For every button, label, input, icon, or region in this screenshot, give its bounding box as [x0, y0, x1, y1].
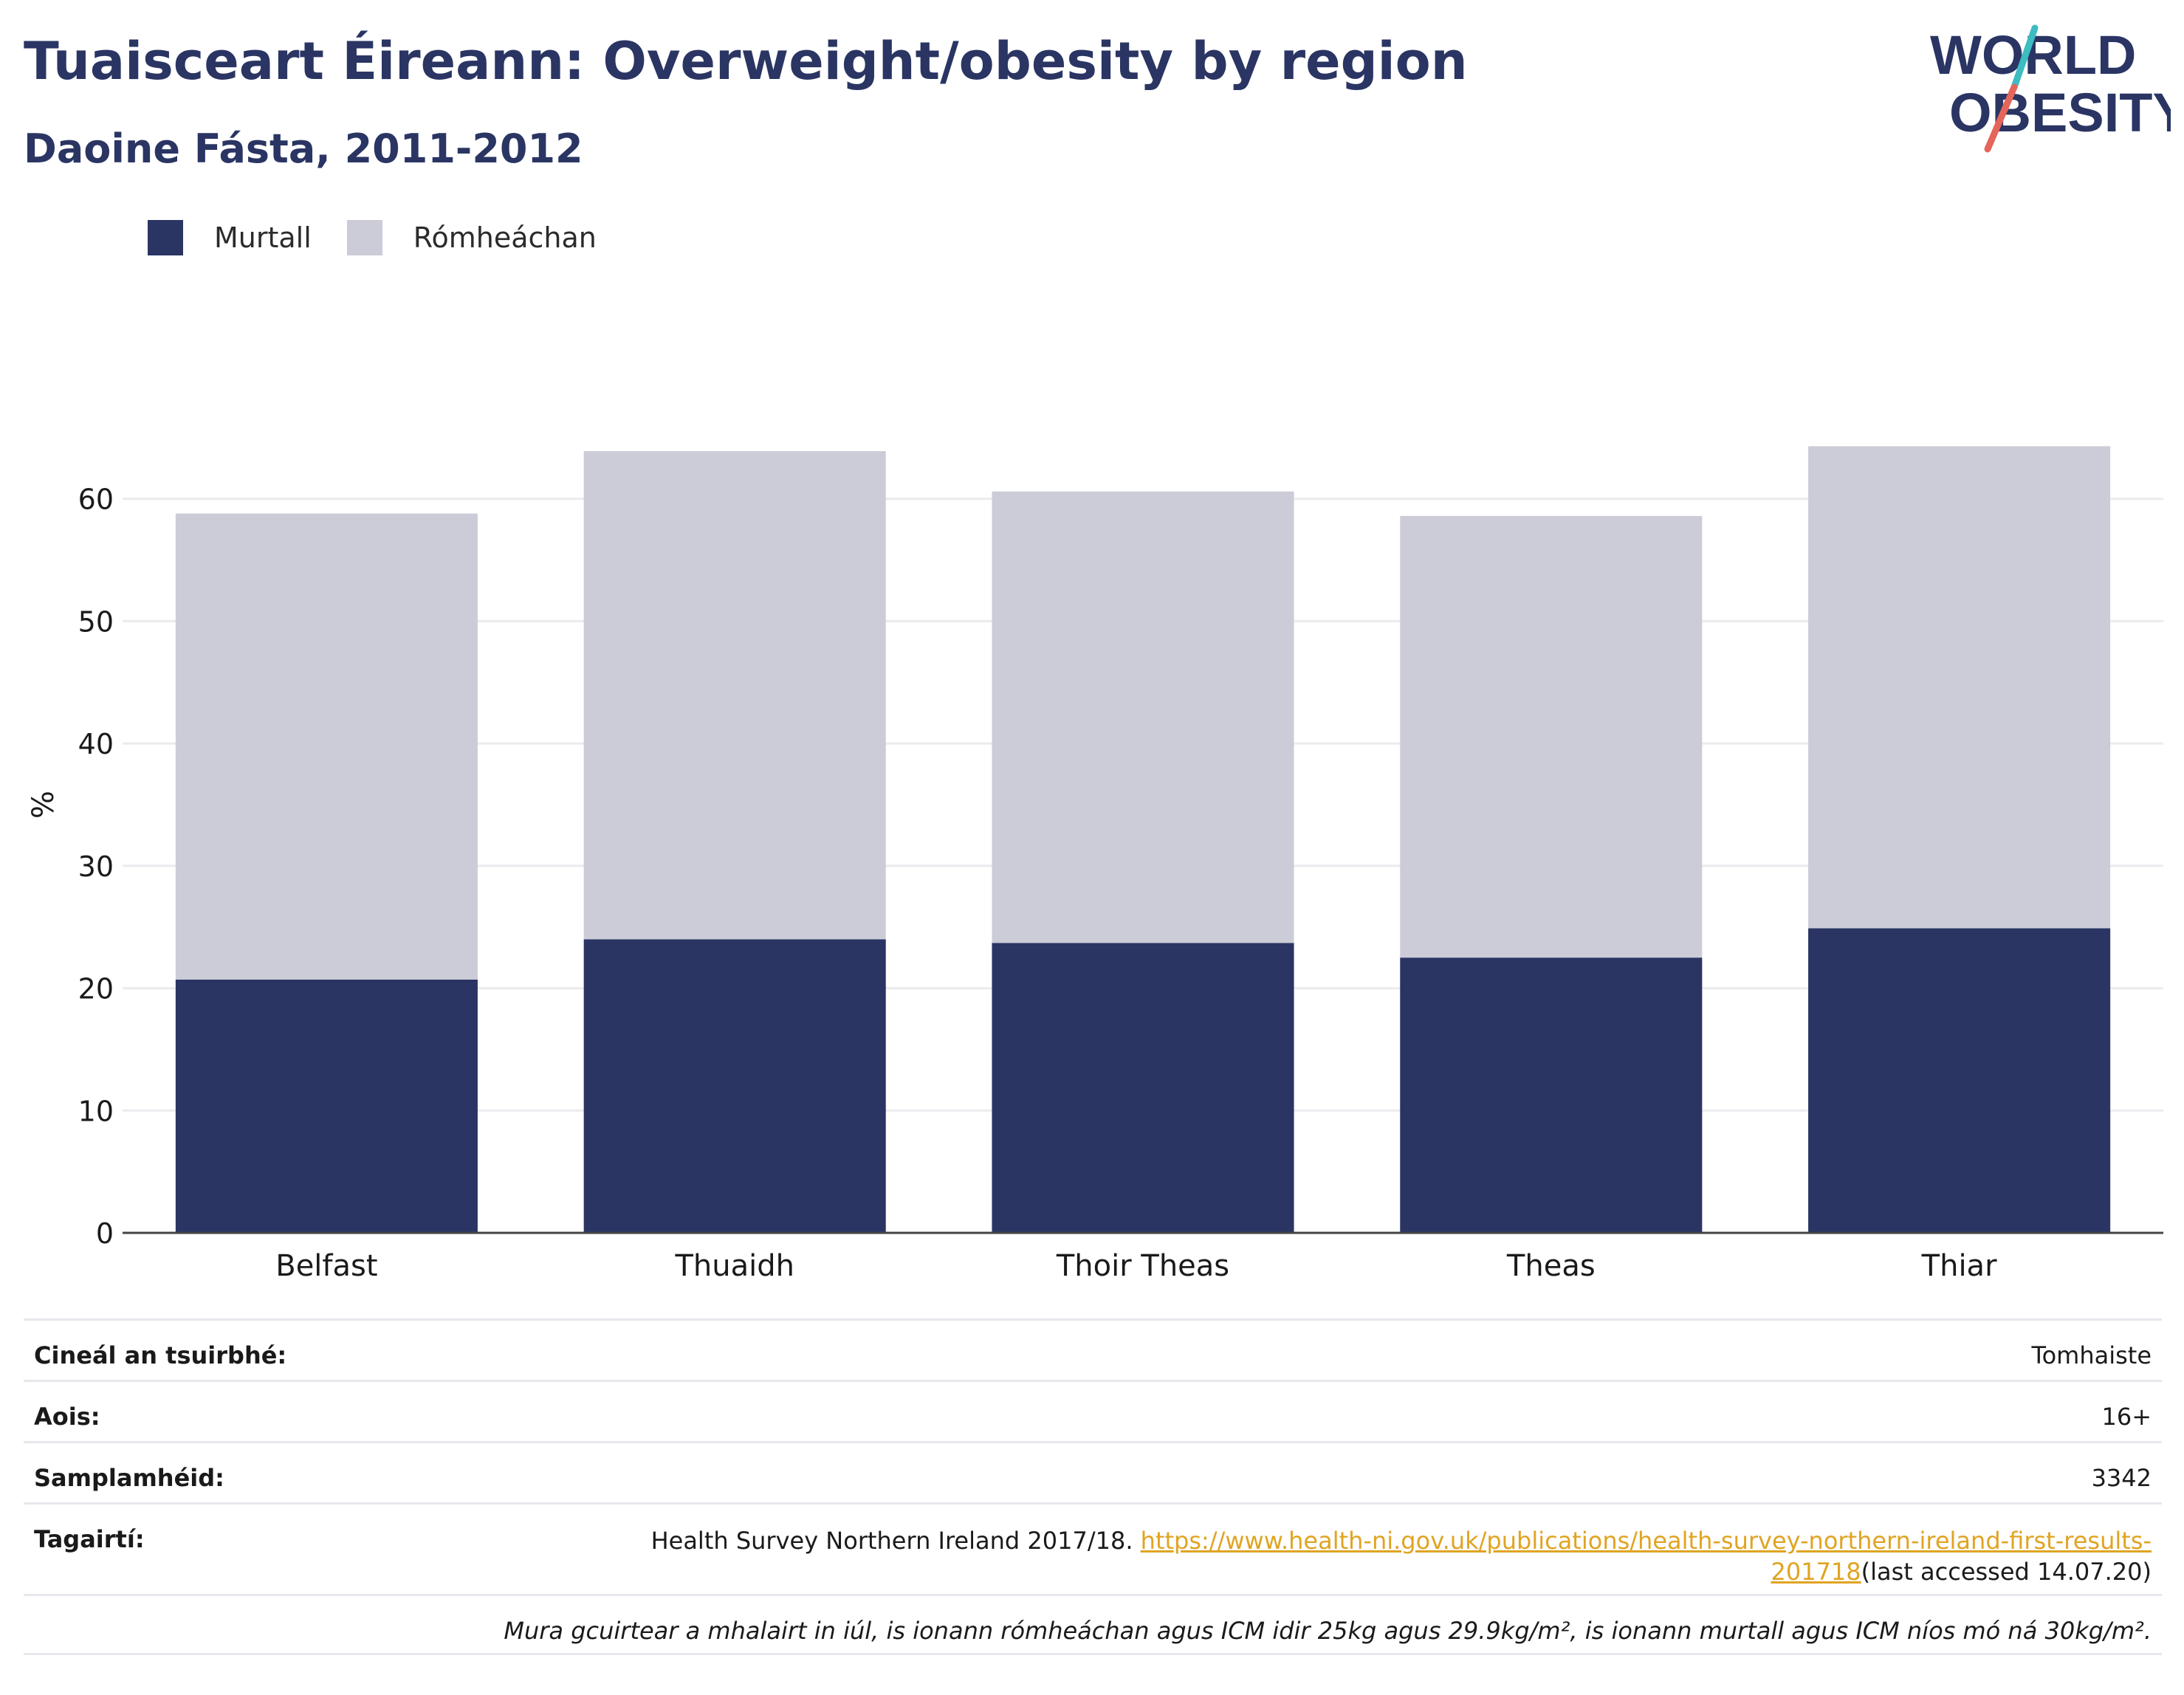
age-label: Aois: [34, 1403, 100, 1431]
logo-slash-coral [1984, 83, 2018, 153]
x-tick-label: Thiar [1921, 1249, 1997, 1277]
x-tick-label: Belfast [275, 1249, 377, 1277]
x-tick-label: Thoir Theas [1056, 1249, 1229, 1277]
bar-overweight-5 [1808, 446, 2111, 929]
chart-title: Tuaisceart Éireann: Overweight/obesity b… [24, 31, 1468, 92]
references-text: Health Survey Northern Ireland 2017/18. [650, 1527, 1141, 1555]
world-obesity-logo: WORLD OBESITY [1930, 24, 2171, 153]
chart-subtitle: Daoine Fásta, 2011-2012 [24, 126, 583, 172]
y-axis-label: % [27, 791, 61, 819]
bar-overweight-1 [175, 513, 478, 980]
definition-note: Mura gcuirtear a mhalairt in iúl, is ion… [504, 1617, 2152, 1645]
references-line-1: Health Survey Northern Ireland 2017/18. … [651, 1525, 2152, 1556]
legend-label-overweight: Rómheáchan [413, 221, 597, 254]
legend-label-obese: Murtall [214, 221, 312, 254]
y-tick-label: 40 [78, 728, 114, 760]
x-tick-label: Theas [1506, 1249, 1596, 1277]
bar-obese-5 [1808, 928, 2111, 1233]
references-accessed: (last accessed 14.07.20) [1861, 1558, 2152, 1586]
references-label: Tagairtí: [34, 1525, 145, 1553]
meta-row-age: Aois: 16+ [24, 1380, 2162, 1441]
legend-swatch-obese [148, 220, 183, 255]
meta-row-survey-type: Cineál an tsuirbhé: Tomhaiste [24, 1318, 2162, 1380]
references-link[interactable]: https://www.health-ni.gov.uk/publication… [1140, 1527, 2152, 1555]
bar-obese-4 [1400, 957, 1703, 1233]
y-tick-label: 30 [78, 850, 114, 883]
bar-overweight-3 [992, 491, 1294, 943]
bar-overweight-4 [1400, 515, 1703, 958]
x-tick-label: Thuaidh [674, 1249, 794, 1277]
meta-row-references: Tagairtí: Health Survey Northern Ireland… [24, 1502, 2162, 1594]
y-tick-label: 0 [96, 1217, 114, 1250]
bar-overweight-2 [583, 451, 886, 940]
y-tick-label: 60 [78, 484, 114, 516]
survey-metadata-table: Cineál an tsuirbhé: Tomhaiste Aois: 16+ … [24, 1318, 2162, 1655]
axes: 0 10 20 30 40 50 60 Belfast Thuaidh Thoir Theas Th… [78, 484, 2163, 1277]
survey-type-label: Cineál an tsuirbhé: [34, 1341, 287, 1369]
bars [175, 446, 2111, 1233]
sample-size-label: Samplamhéid: [34, 1464, 224, 1492]
references-link-continued[interactable]: 201718 [1771, 1558, 1861, 1586]
bar-chart: 0 10 20 30 40 50 60 Belfast Thuaidh Thoir Theas Th… [27, 446, 2163, 1277]
bar-obese-1 [175, 979, 478, 1233]
y-tick-label: 20 [78, 973, 114, 1005]
legend-item-obese: Murtall [148, 220, 312, 255]
bar-obese-3 [992, 943, 1294, 1233]
logo-word-obesity: OBESITY [1949, 82, 2171, 143]
sample-size-value: 3342 [2091, 1464, 2152, 1492]
chart-legend: Murtall Rómheáchan [148, 220, 632, 255]
survey-type-value: Tomhaiste [2031, 1341, 2152, 1369]
age-value: 16+ [2101, 1403, 2152, 1431]
logo-slash-teal [2010, 24, 2039, 91]
legend-swatch-overweight [346, 220, 382, 255]
y-tick-label: 50 [78, 605, 114, 638]
references-value: Health Survey Northern Ireland 2017/18. … [651, 1525, 2152, 1587]
bar-obese-2 [583, 939, 886, 1233]
meta-row-sample-size: Samplamhéid: 3342 [24, 1441, 2162, 1502]
legend-item-overweight: Rómheáchan [346, 220, 597, 255]
meta-row-note: Mura gcuirtear a mhalairt in iúl, is ion… [24, 1594, 2162, 1655]
references-line-2: 201718(last accessed 14.07.20) [651, 1556, 2152, 1587]
y-tick-label: 10 [78, 1095, 114, 1127]
